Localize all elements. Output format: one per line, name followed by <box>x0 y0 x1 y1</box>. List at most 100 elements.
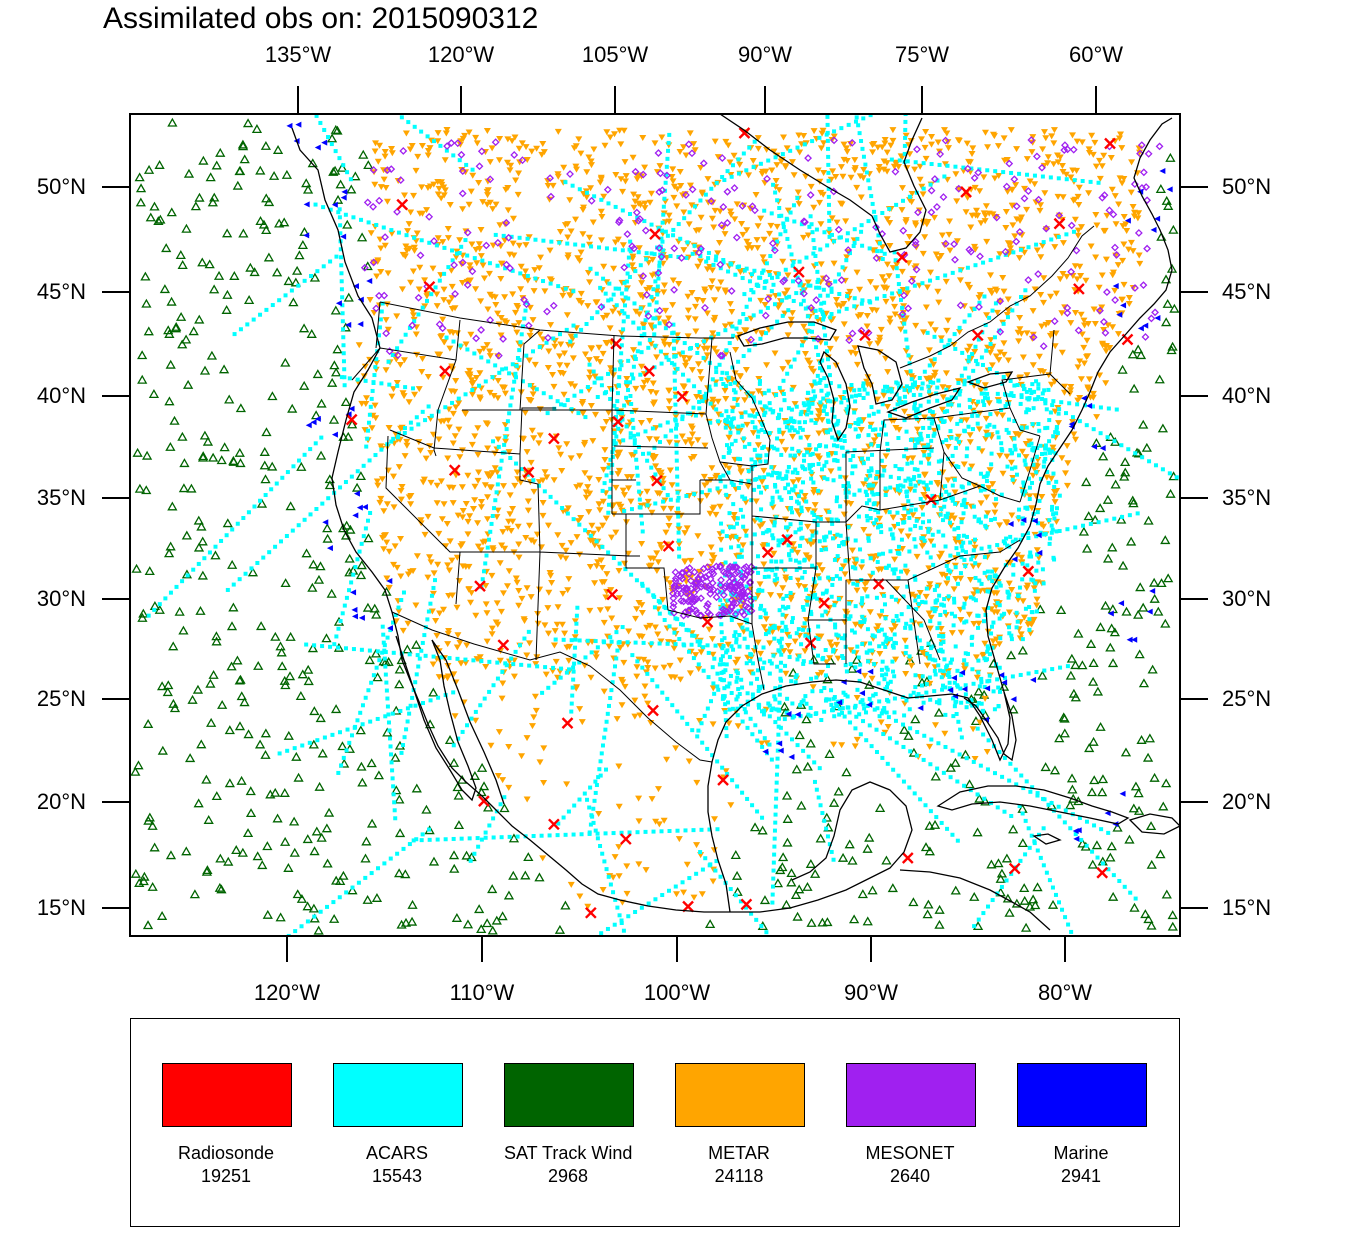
acars-marker <box>503 266 508 271</box>
metar-marker <box>524 277 532 284</box>
sat-wind-marker <box>487 884 498 894</box>
sat-wind-marker <box>322 858 333 868</box>
metar-marker <box>721 323 729 330</box>
sat-wind-marker <box>197 536 208 546</box>
metar-marker <box>433 291 441 298</box>
acars-marker <box>495 263 500 268</box>
acars-marker <box>978 763 983 768</box>
metar-marker <box>509 505 517 512</box>
metar-marker <box>736 269 744 276</box>
metar-marker <box>926 743 934 750</box>
metar-marker <box>583 194 591 201</box>
acars-marker <box>1119 443 1124 448</box>
metar-marker <box>502 438 510 445</box>
sat-wind-marker <box>228 602 239 612</box>
metar-marker <box>749 158 757 165</box>
metar-marker <box>1100 228 1108 235</box>
sat-wind-marker <box>996 868 1008 878</box>
metar-marker <box>1080 317 1088 324</box>
metar-marker <box>709 506 717 513</box>
acars-marker <box>191 567 196 572</box>
acars-marker <box>930 657 935 662</box>
acars-marker <box>630 653 635 658</box>
metar-marker <box>952 575 960 582</box>
metar-marker <box>991 502 999 509</box>
acars-marker <box>760 744 765 749</box>
metar-marker <box>578 719 586 726</box>
metar-marker <box>726 208 734 215</box>
metar-marker <box>925 610 933 617</box>
sat-wind-marker <box>182 379 194 389</box>
metar-marker <box>784 272 792 279</box>
acars-marker <box>728 673 733 678</box>
metar-marker <box>467 599 475 606</box>
acars-marker <box>747 279 752 284</box>
sat-wind-marker <box>202 436 214 446</box>
metar-marker <box>962 209 970 216</box>
metar-marker <box>665 218 673 225</box>
acars-marker <box>946 342 951 347</box>
metar-marker <box>410 192 418 199</box>
acars-marker <box>541 279 546 284</box>
sat-wind-marker <box>448 757 460 767</box>
metar-marker <box>872 307 880 314</box>
metar-marker <box>567 540 575 547</box>
metar-marker <box>715 489 723 496</box>
metar-marker <box>469 172 477 179</box>
acars-marker <box>605 711 610 716</box>
acars-marker <box>797 259 802 264</box>
acars-marker <box>1067 401 1072 406</box>
metar-marker <box>701 286 709 293</box>
metar-marker <box>624 399 632 406</box>
metar-marker <box>930 214 938 221</box>
acars-marker <box>729 690 734 695</box>
sat-wind-marker <box>355 725 366 735</box>
metar-marker <box>881 278 889 285</box>
metar-marker <box>373 478 381 485</box>
acars-marker <box>427 240 432 245</box>
acars-marker <box>347 588 352 593</box>
metar-marker <box>982 203 990 210</box>
acars-marker <box>956 719 961 724</box>
sat-wind-marker <box>180 334 192 344</box>
acars-marker <box>1069 929 1074 934</box>
metar-marker <box>759 521 767 528</box>
sat-wind-marker <box>175 250 186 260</box>
metar-marker <box>1072 436 1080 443</box>
sat-wind-marker <box>411 639 422 649</box>
sat-wind-marker <box>345 524 356 534</box>
metar-marker <box>736 373 744 380</box>
sat-wind-marker <box>302 184 314 194</box>
acars-marker <box>674 434 679 439</box>
acars-marker <box>626 263 631 268</box>
metar-marker <box>652 463 660 470</box>
metar-marker <box>358 400 366 407</box>
acars-marker <box>805 412 810 417</box>
metar-marker <box>598 565 606 572</box>
acars-marker <box>675 709 680 714</box>
metar-marker <box>666 439 674 446</box>
metar-marker <box>636 292 644 299</box>
sat-wind-marker <box>1081 477 1092 487</box>
metar-marker <box>826 655 834 662</box>
sat-wind-marker <box>824 749 835 758</box>
metar-marker <box>445 299 453 306</box>
acars-marker <box>950 832 955 837</box>
acars-marker <box>1032 841 1037 846</box>
metar-marker <box>909 512 917 519</box>
acars-marker <box>945 672 950 677</box>
acars-marker <box>736 171 741 176</box>
metar-marker <box>994 143 1002 150</box>
sat-wind-marker <box>332 125 343 135</box>
metar-marker <box>853 184 861 191</box>
acars-marker <box>853 119 858 124</box>
metar-marker <box>930 427 938 434</box>
acars-marker <box>292 746 297 751</box>
metar-marker <box>1008 586 1016 593</box>
metar-marker <box>886 219 894 226</box>
metar-marker <box>791 401 799 408</box>
metar-marker <box>1059 270 1067 277</box>
metar-marker <box>625 628 633 635</box>
metar-marker <box>500 483 508 490</box>
metar-marker <box>685 355 693 362</box>
